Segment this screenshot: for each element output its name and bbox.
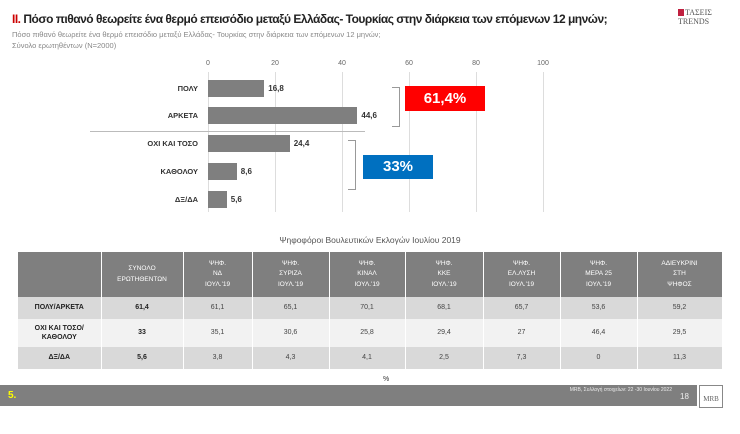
row-label: ΔΞ/ΔΑ [18,347,102,369]
table-cell: 70,1 [329,297,406,319]
annotation-box: 33% [363,155,433,179]
value-label: 8,6 [240,167,252,176]
table-cell: 33 [101,319,184,347]
table-cell: 25,8 [329,319,406,347]
bar [208,191,227,208]
table-cell: 68,1 [405,297,484,319]
table-cell: 4,1 [329,347,406,369]
table-cell: 59,2 [637,297,723,319]
table-cell: 5,6 [101,347,184,369]
unit-label: % [383,376,390,383]
column-header: ΨΗΦ. ΚΙΝΑΛ ΙΟΥΛ.'19 [329,252,406,297]
column-header: ΨΗΦ. ΝΔ ΙΟΥΛ.'19 [183,252,253,297]
column-header: ΨΗΦ. ΣΥΡΙΖΑ ΙΟΥΛ.'19 [252,252,330,297]
value-label: 16,8 [268,84,284,93]
table-cell: 29,5 [637,319,723,347]
slide-number: 5. [8,390,17,401]
table-row: ΟΧΙ ΚΑΙ ΤΟΣΟ/ΚΑΘΟΛΟΥ 33 35,1 30,6 25,8 29,4 27… [18,319,723,347]
table-cell: 35,1 [183,319,253,347]
category-label: ΟΧΙ ΚΑΙ ΤΟΣΟ [147,139,198,148]
table-cell: 65,1 [252,297,330,319]
value-label: 24,4 [293,139,310,148]
column-header: ΨΗΦ. ΕΛ.ΛΥΣΗ ΙΟΥΛ.'19 [483,252,561,297]
bar [208,135,290,152]
value-label: 44,6 [361,111,377,120]
bar [208,80,265,97]
x-tick-label: 40 [338,60,346,67]
crosstab-table: ΣΥΝΟΛΟ ΕΡΩΤΗΘΕΝΤΩΝ ΨΗΦ. ΝΔ ΙΟΥΛ.'19 ΨΗΦ. Σ… [18,252,723,369]
table-cell: 0 [560,347,638,369]
table-title: Ψηφοφόροι Βουλευτικών Εκλογών Ιουλίου 20… [279,235,461,245]
table-cell: 4,3 [252,347,330,369]
row-label: ΟΧΙ ΚΑΙ ΤΟΣΟ/ΚΑΘΟΛΟΥ [18,319,102,347]
table-cell: 2,5 [405,347,484,369]
page-number: 18 [680,392,689,401]
category-label: ΚΑΘΟΛΟΥ [160,167,198,176]
gridline [409,72,410,212]
value-label: 5,6 [230,195,242,204]
category-label: ΑΡΚΕΤΑ [167,111,198,120]
base-note: Σύνολο ερωτηθέντων (N=2000) [12,41,117,50]
x-tick-label: 100 [537,60,549,67]
table-cell: 11,3 [637,347,723,369]
bar [208,107,358,124]
group-divider [90,131,365,132]
category-label: ΔΞ/ΔΑ [174,195,198,204]
column-header: ΨΗΦ. ΜΕΡΑ 25 ΙΟΥΛ.'19 [560,252,638,297]
gridline [476,72,477,212]
x-tick-label: 20 [271,60,279,67]
tasies-logo: ΤΑΣΕΙΣ TRENDS [678,8,712,26]
category-label: ΠΟΛΥ [177,84,198,93]
row-label: ΠΟΛΥ/ΑΡΚΕΤΑ [18,297,102,319]
table-cell: 61,4 [101,297,184,319]
column-header: ΨΗΦ. ΚΚΕ ΙΟΥΛ.'19 [405,252,484,297]
gridline [342,72,343,212]
column-header: ΣΥΝΟΛΟ ΕΡΩΤΗΘΕΝΤΩΝ [101,252,184,297]
page-title: II. Πόσο πιθανό θεωρείτε ένα θερμό επεισ… [12,12,657,26]
x-tick-label: 0 [206,60,210,67]
bracket [392,87,400,127]
table-cell: 61,1 [183,297,253,319]
column-header: ΑΔΙΕΥΚΡΙΝΙ ΣΤΗ ΨΗΦΟΣ [637,252,723,297]
table-row: ΠΟΛΥ/ΑΡΚΕΤΑ 61,4 61,1 65,1 70,1 68,1 65,7 53,6 5… [18,297,723,319]
bracket [348,140,356,190]
table-cell: 65,7 [483,297,561,319]
table-cell: 30,6 [252,319,330,347]
table-cell: 7,3 [483,347,561,369]
mrb-logo: MRB [699,385,723,408]
x-tick-label: 80 [472,60,480,67]
table-row: ΔΞ/ΔΑ 5,6 3,8 4,3 4,1 2,5 7,3 0 11,3 [18,347,723,369]
title-text: Πόσο πιθανό θεωρείτε ένα θερμό επεισόδιο… [23,12,608,26]
table-cell: 27 [483,319,561,347]
source-note: MRB, Συλλογή στοιχείων: 22 -30 Ιουνίου 2… [569,387,672,393]
table-cell: 3,8 [183,347,253,369]
table-cell: 46,4 [560,319,638,347]
bar [208,163,237,180]
annotation-box: 61,4% [405,86,485,111]
column-header [18,252,102,297]
section-number: II. [12,12,21,26]
footer-bar [0,385,697,406]
table-cell: 29,4 [405,319,484,347]
subtitle: Πόσο πιθανό θεωρείτε ένα θερμό επεισόδιο… [12,30,381,39]
gridline [543,72,544,212]
x-tick-label: 60 [405,60,413,67]
table-cell: 53,6 [560,297,638,319]
